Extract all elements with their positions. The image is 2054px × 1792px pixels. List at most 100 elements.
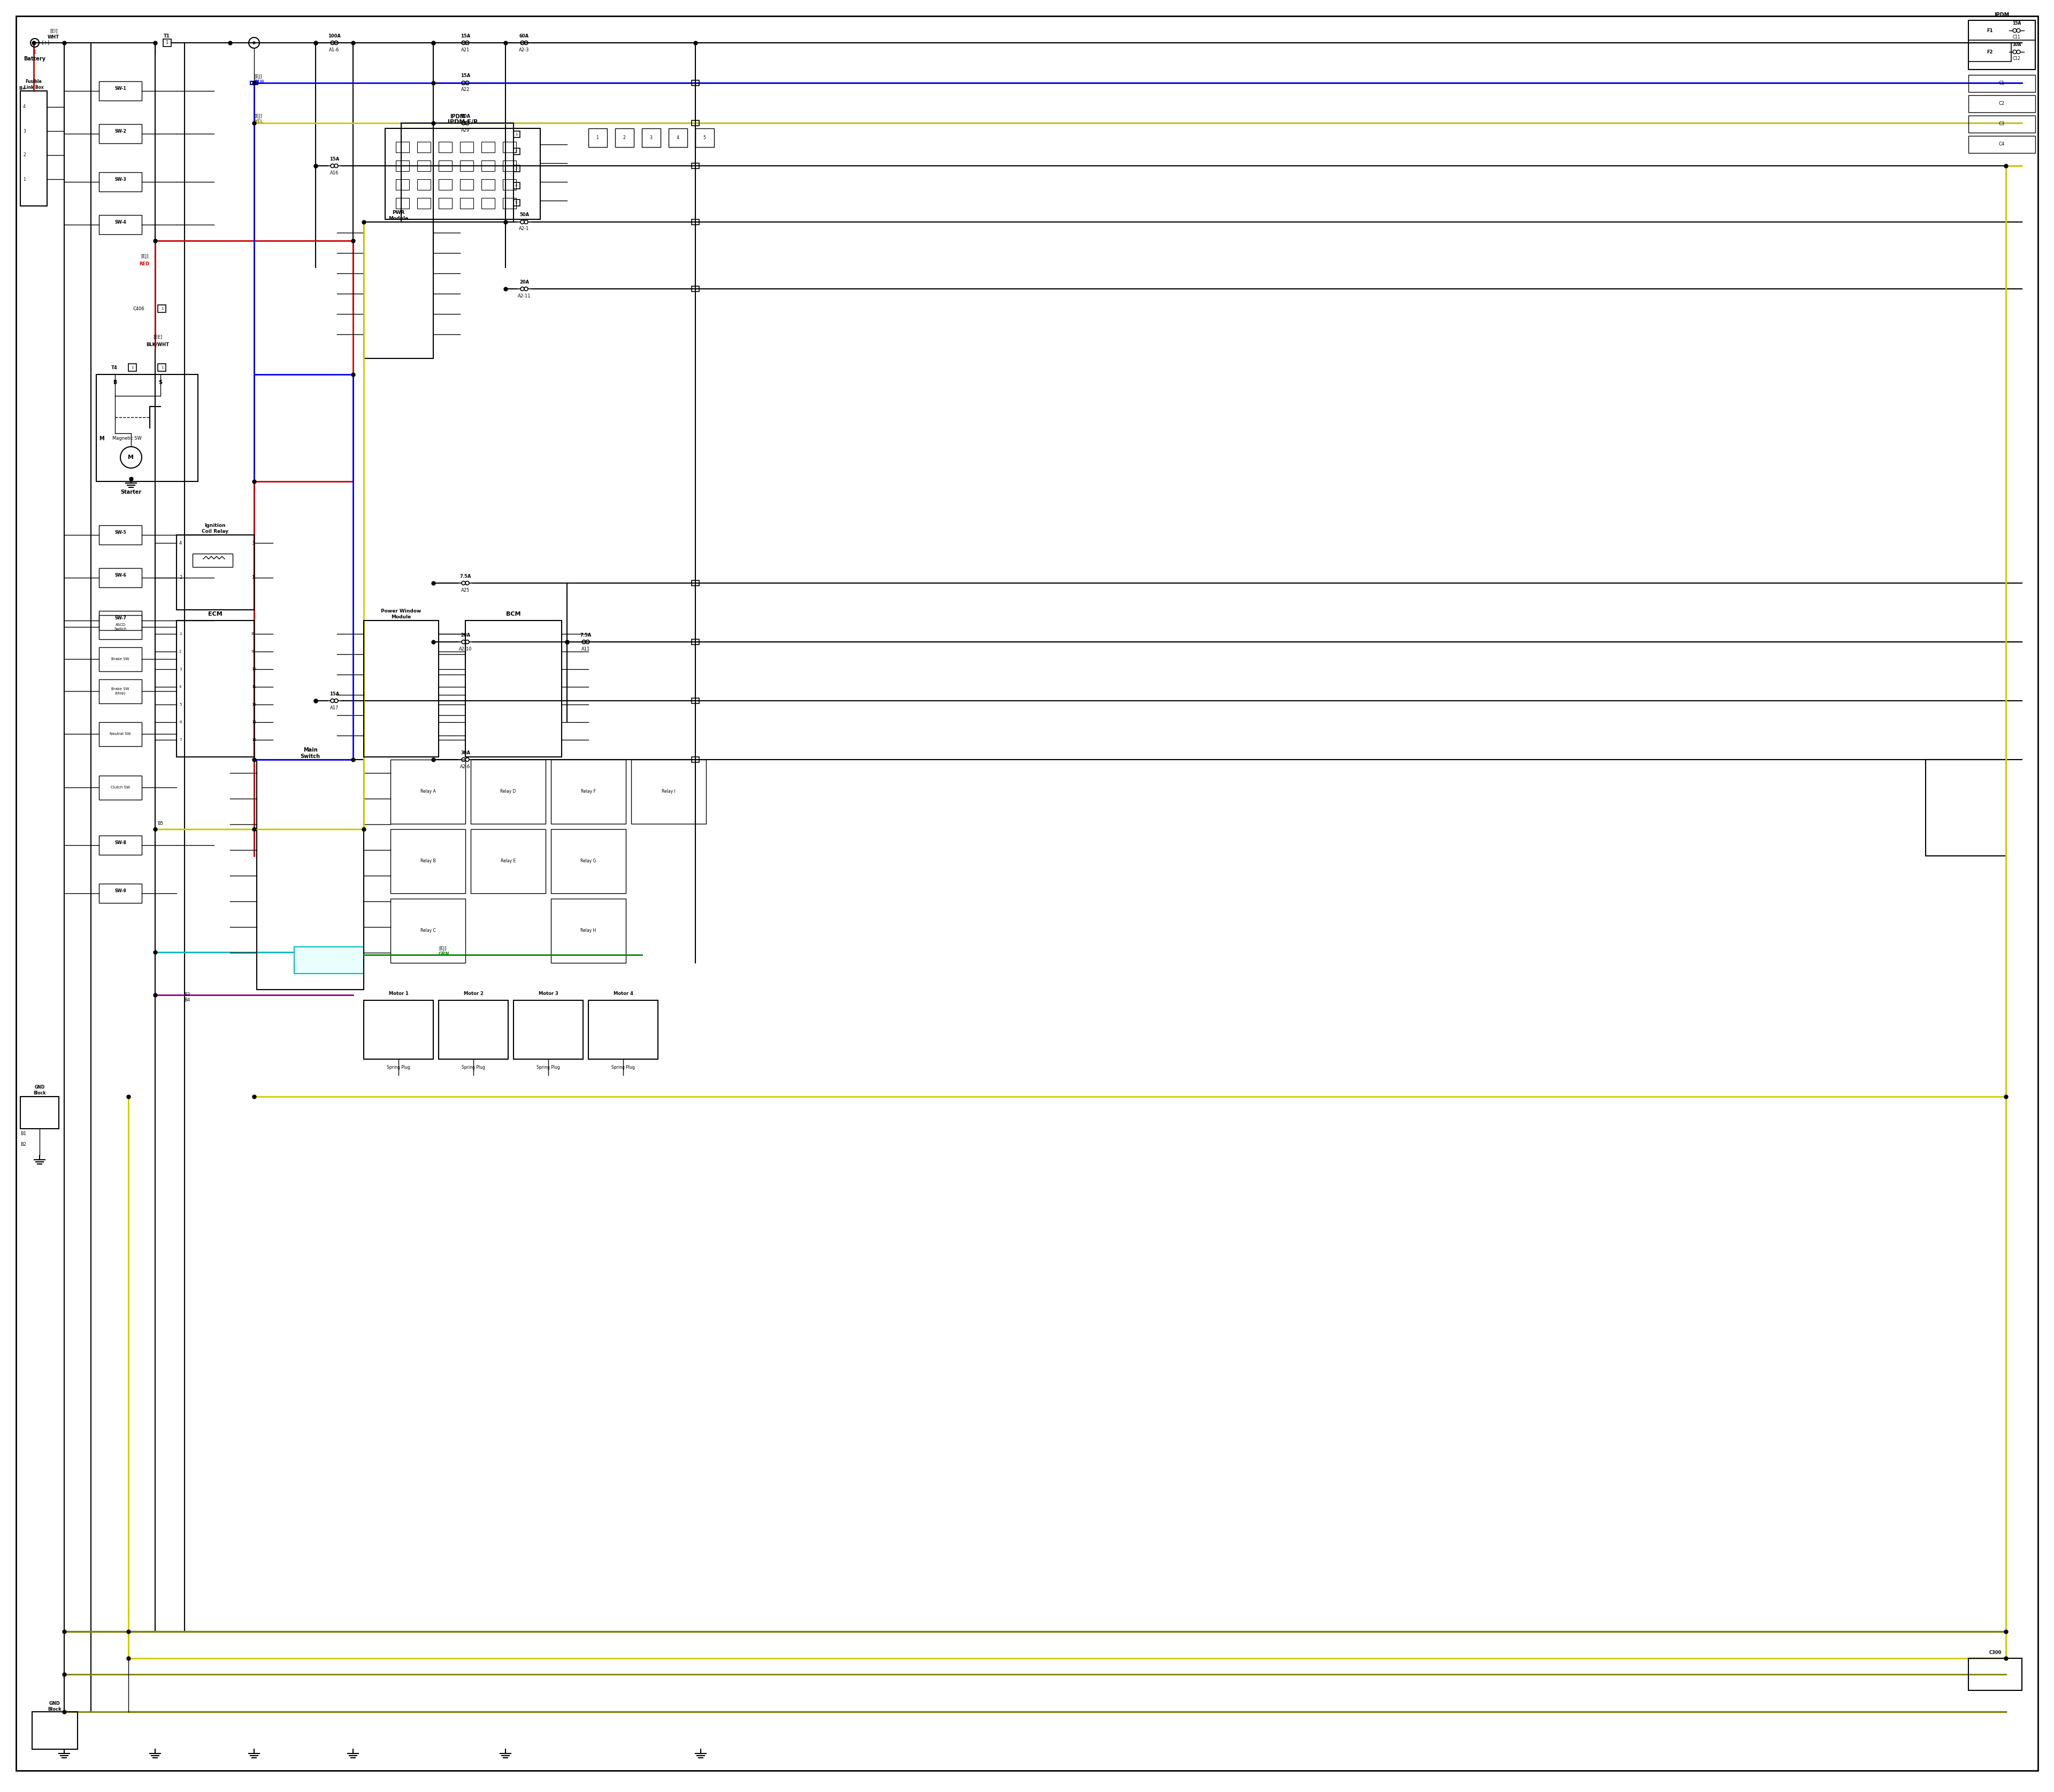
Text: 20A: 20A [520,280,530,285]
Bar [99,776,142,799]
Bar [514,131,520,138]
Text: Relay F: Relay F [581,788,596,794]
Text: ASCD
Switch: ASCD Switch [115,624,127,631]
Text: SW-7: SW-7 [115,615,125,620]
Text: 1: 1 [596,134,600,140]
Text: F2: F2 [1986,50,1992,54]
Bar [390,830,466,894]
Bar [1968,95,2036,113]
Bar [696,129,715,147]
Text: SW-3: SW-3 [115,177,125,181]
Text: 1: 1 [131,366,134,369]
Text: 14: 14 [251,738,257,742]
Bar [158,364,166,371]
Bar [97,375,197,482]
Text: 4: 4 [23,104,25,109]
Bar [417,161,431,172]
Text: 1: 1 [160,306,162,310]
Text: 15A: 15A [460,73,470,79]
Text: 9: 9 [251,650,255,652]
Text: C11: C11 [2013,36,2021,39]
Bar [692,287,698,292]
Text: Clutch SW: Clutch SW [111,787,129,788]
Text: A16: A16 [331,170,339,176]
Bar [460,197,472,208]
Bar [550,898,626,962]
Text: Brake SW: Brake SW [111,658,129,661]
Bar [1968,20,2036,70]
Bar [1968,20,2036,39]
Text: B5: B5 [158,821,164,826]
Text: 3: 3 [179,668,181,670]
Bar [99,647,142,672]
Text: 15A: 15A [329,692,339,697]
Text: Spring Plug: Spring Plug [612,1064,635,1070]
Bar [503,161,516,172]
Bar [99,722,142,745]
Text: 1: 1 [179,633,181,636]
Bar [692,163,698,168]
Bar [99,124,142,143]
Text: 8: 8 [251,633,255,636]
Bar [417,142,431,152]
Text: Main
Switch: Main Switch [300,747,320,760]
Text: A2-10: A2-10 [458,647,472,650]
Text: Brake SW
(stop): Brake SW (stop) [111,688,129,695]
Text: 15A: 15A [329,156,339,161]
Text: A17: A17 [331,706,339,710]
Text: Battery: Battery [25,56,45,61]
Text: Neutral SW: Neutral SW [109,733,131,735]
Text: SW-5: SW-5 [115,530,125,534]
Text: C406: C406 [134,306,144,312]
Text: C4: C4 [1999,142,2005,147]
Bar [514,165,520,172]
Text: 100A: 100A [329,34,341,38]
Bar [99,81,142,100]
Bar [503,197,516,208]
Text: A2-11: A2-11 [518,294,530,297]
Text: Relay E: Relay E [501,858,516,864]
Text: Relay G: Relay G [581,858,596,864]
Bar [99,215,142,235]
Text: SW-4: SW-4 [115,220,125,224]
Text: Motor 3: Motor 3 [538,991,559,996]
Bar [417,197,431,208]
Bar [386,129,540,219]
Bar [162,39,170,47]
Text: 2: 2 [516,151,518,152]
Bar [1927,760,2007,857]
Text: 7: 7 [179,738,181,742]
Text: SW-1: SW-1 [115,86,125,91]
Text: M: M [127,455,134,461]
Bar [396,142,409,152]
Bar [481,197,495,208]
Text: C300: C300 [1988,1650,2001,1656]
Text: GND
Block: GND Block [33,1084,45,1095]
Text: 1: 1 [516,133,518,136]
Text: A2-6: A2-6 [460,763,470,769]
Text: ECM: ECM [207,611,222,616]
Bar [550,760,626,824]
Text: PWR
Module: PWR Module [388,210,409,220]
Bar [460,161,472,172]
Text: A25: A25 [460,588,470,593]
Text: B4: B4 [185,998,191,1004]
Bar [514,1000,583,1059]
Text: F1: F1 [1986,29,1992,32]
Text: 4: 4 [179,685,181,688]
Text: 2: 2 [179,650,181,652]
Bar [33,1711,78,1749]
Text: Relay A: Relay A [421,788,435,794]
Circle shape [253,41,255,43]
Bar [364,1000,433,1059]
Bar [460,142,472,152]
Bar [1968,43,2011,61]
Bar [396,197,409,208]
Text: A22: A22 [460,88,470,91]
Text: 30A: 30A [460,751,470,754]
Text: 11: 11 [251,685,257,688]
Text: BLU: BLU [255,79,263,84]
Bar [614,129,635,147]
Text: [EJ]: [EJ] [440,946,446,952]
Text: BLK/WHT: BLK/WHT [146,342,168,348]
